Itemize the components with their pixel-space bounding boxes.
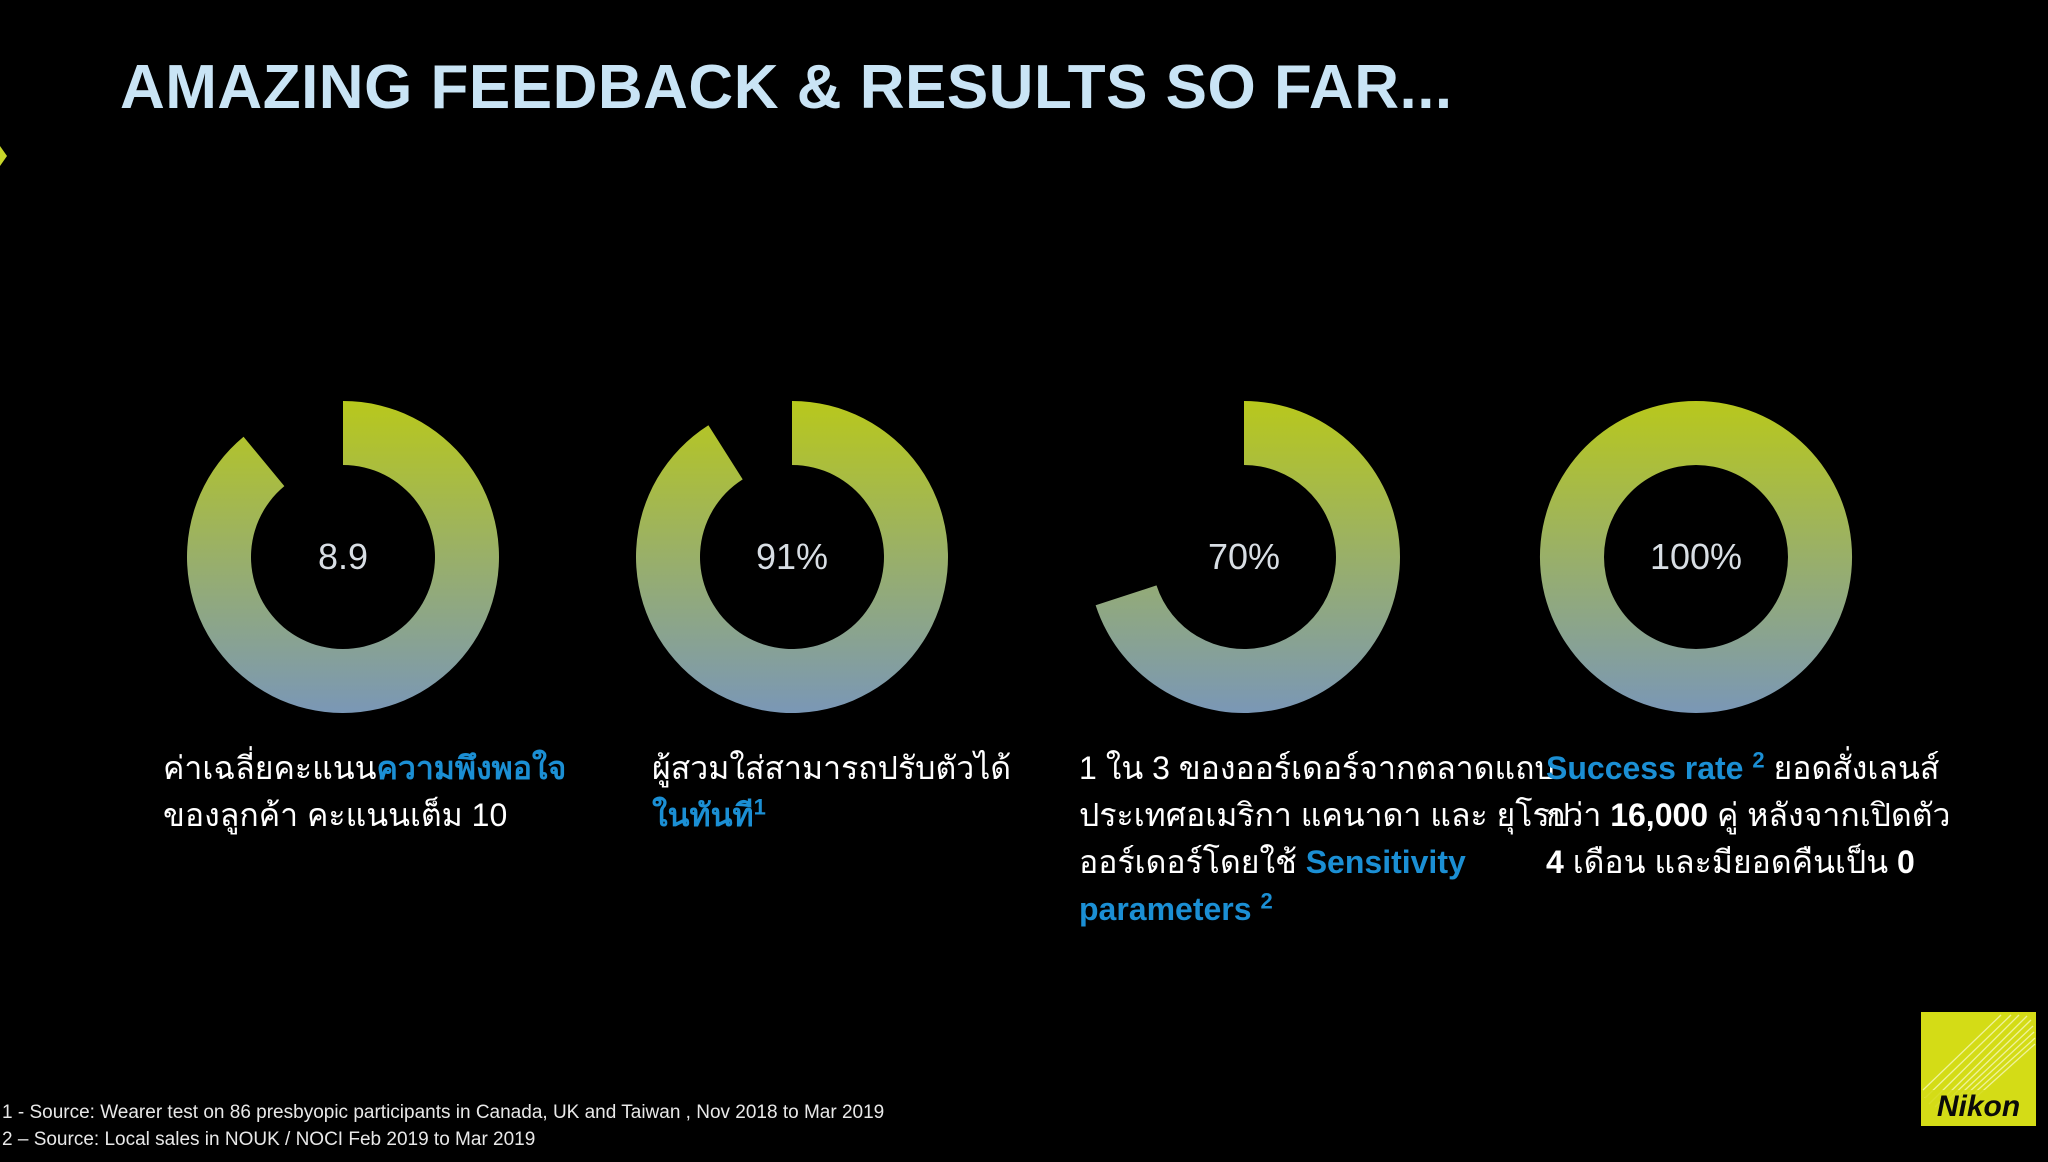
caption-line: 1 ใน 3 ของออร์เดอร์จากตลาดแถบ — [1079, 750, 1555, 786]
donut-ring — [635, 401, 948, 713]
caption-line: ผู้สวมใส่สามารถปรับตัวได้ — [652, 750, 1012, 786]
caption-line: ออร์เดอร์โดยใช้ Sensitivity — [1079, 844, 1466, 880]
donut-chart-adaptation: 91% — [632, 397, 952, 717]
caption-success-rate: Success rate 2 ยอดสั่งเลนส์ กว่า 16,000 … — [1546, 745, 1950, 886]
footnote-1: 1 - Source: Wearer test on 86 presbyopic… — [2, 1102, 885, 1123]
donut-ring — [1539, 401, 1853, 713]
donut-chart-sensitivity: 70% — [1084, 397, 1404, 717]
donut-chart-success-rate: 100% — [1536, 397, 1856, 717]
caption-line: ในทันที1 — [652, 792, 1011, 839]
slide-title: AMAZING FEEDBACK & RESULTS SO FAR... — [120, 53, 1453, 122]
caption-adaptation: ผู้สวมใส่สามารถปรับตัวได้ ในทันที1 — [652, 745, 1011, 839]
caption-line: ค่าเฉลี่ยคะแนนความพึงพอใจ — [163, 750, 567, 786]
caption-satisfaction: ค่าเฉลี่ยคะแนนความพึงพอใจ ของลูกค้า คะแน… — [163, 745, 566, 839]
caption-highlight: Success rate — [1546, 750, 1753, 786]
caption-number: 0 — [1896, 844, 1915, 880]
caption-highlight: ในทันที — [652, 797, 754, 833]
caption-line: ของลูกค้า คะแนนเต็ม 10 — [163, 797, 508, 833]
footnote-ref: 2 — [1752, 747, 1765, 773]
edge-marker-arrow — [0, 146, 7, 166]
donut-arc — [1095, 401, 1400, 713]
donut-ring — [187, 401, 500, 713]
donut-arc — [187, 401, 500, 713]
caption-number: 4 — [1546, 844, 1564, 880]
donut-arc — [635, 401, 948, 713]
footnote-ref: 2 — [1260, 888, 1273, 914]
donut-chart-satisfaction: 8.9 — [183, 397, 503, 717]
logo-wordmark: Nikon — [1925, 1090, 2032, 1124]
nikon-logo: Nikon — [1921, 1012, 2036, 1126]
caption-line: parameters 2 — [1079, 886, 1570, 933]
donut-value: 91% — [755, 536, 829, 577]
caption-line: 4 เดือน และมียอดคืนเป็น 0 — [1546, 844, 1915, 880]
donut-value: 100% — [1649, 536, 1743, 577]
caption-highlight: Sensitivity — [1305, 844, 1466, 880]
footnotes: 1 - Source: Wearer test on 86 presbyopic… — [2, 1099, 884, 1153]
caption-sensitivity: 1 ใน 3 ของออร์เดอร์จากตลาดแถบ ประเทศอเมร… — [1079, 745, 1570, 933]
caption-line: กว่า 16,000 คู่ หลังจากเปิดตัว — [1546, 797, 1951, 833]
donut-arc — [1539, 401, 1853, 713]
caption-highlight: ความพึงพอใจ — [376, 750, 567, 786]
donut-ring — [1095, 401, 1400, 713]
donut-value: 70% — [1207, 536, 1281, 577]
footnote-2: 2 – Source: Local sales in NOUK / NOCI F… — [2, 1129, 536, 1150]
footnote-ref: 1 — [753, 794, 766, 820]
caption-line: Success rate 2 ยอดสั่งเลนส์ — [1546, 747, 1940, 786]
donut-value: 8.9 — [317, 536, 369, 577]
caption-line: ประเทศอเมริกา แคนาดา และ ยุโรป — [1079, 797, 1570, 833]
caption-number: 16,000 — [1610, 797, 1709, 833]
caption-highlight: parameters — [1079, 891, 1261, 927]
